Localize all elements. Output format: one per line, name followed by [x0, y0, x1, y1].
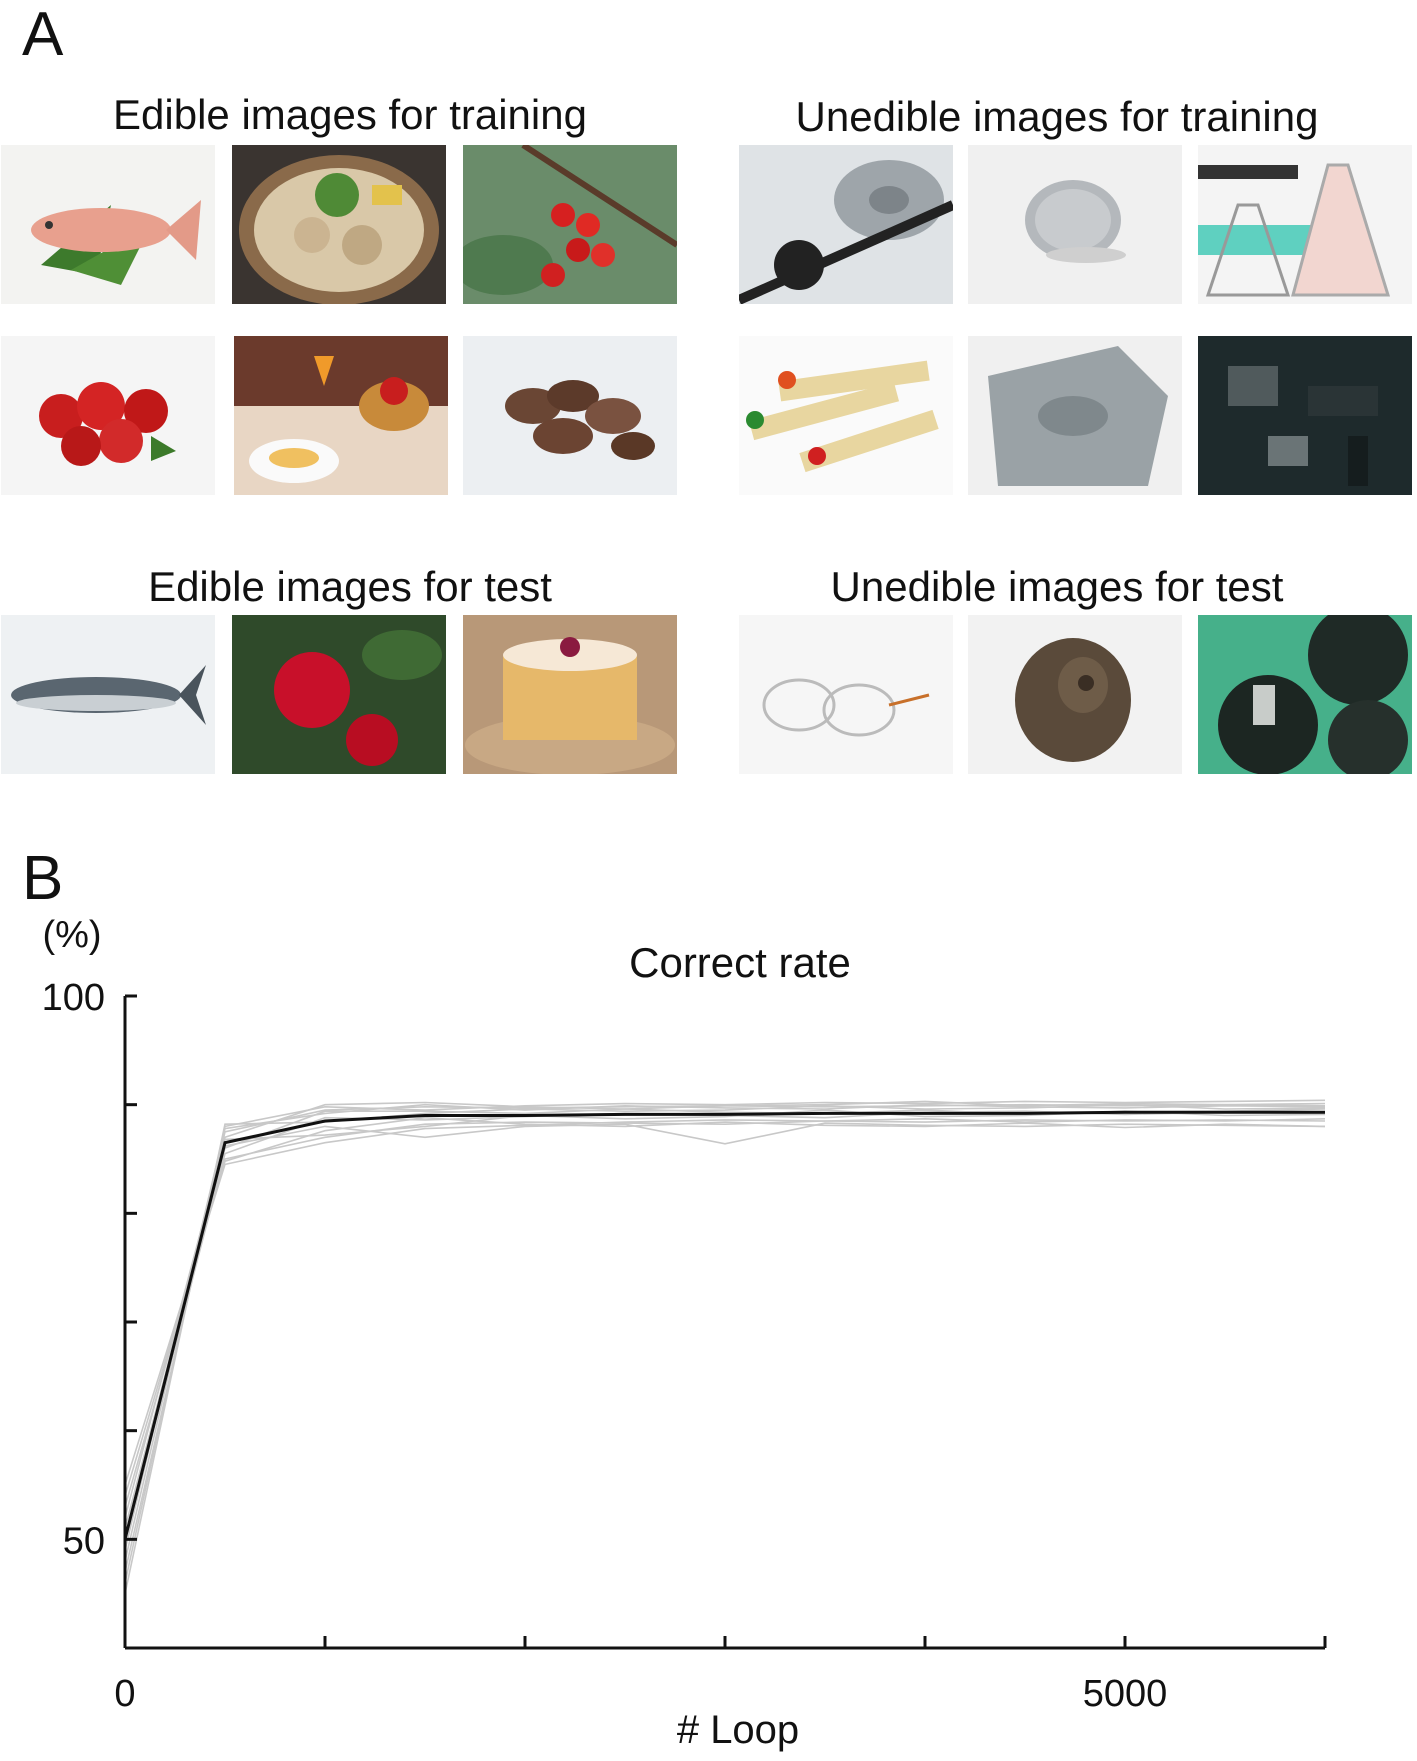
chart-xlabel: # Loop: [677, 1708, 799, 1752]
mean-line: [123, 1110, 1325, 1540]
image-mushrooms: [463, 336, 677, 495]
axes: 50 100 0 5000: [42, 977, 1327, 1715]
mean-line-path: [123, 1110, 1325, 1540]
chart-ylabel: (%): [42, 914, 101, 956]
image-gear-belt: [739, 145, 953, 304]
image-fish: [1, 145, 215, 304]
unedible-training-title: Unedible images for training: [795, 93, 1319, 140]
image-gears: [1198, 615, 1412, 774]
run-line-12: [124, 1108, 1326, 1540]
run-line-8: [124, 1109, 1326, 1518]
image-bonito-fish: [1, 615, 215, 774]
correct-rate-chart: (%) Correct rate 50 100 0 5000 # Loop: [42, 914, 1327, 1752]
run-line-10: [124, 1116, 1326, 1497]
chart-title: Correct rate: [629, 939, 851, 986]
y-tick-label-50: 50: [63, 1520, 105, 1562]
image-flasks: [1198, 145, 1412, 304]
image-coin: [968, 145, 1182, 304]
image-hot-pot: [232, 145, 446, 304]
image-chiffon-cake: [463, 615, 677, 774]
run-line-1: [124, 1102, 1326, 1562]
edible-training-title: Edible images for training: [113, 91, 587, 138]
run-line-5: [124, 1117, 1326, 1486]
image-ammonite: [968, 615, 1182, 774]
unedible-test-title: Unedible images for test: [830, 563, 1284, 610]
image-table-setting: [234, 336, 448, 495]
image-strawberries: [1, 336, 215, 495]
run-line-11: [124, 1103, 1326, 1594]
run-line-7: [124, 1110, 1326, 1540]
panel-a-label: A: [22, 0, 64, 69]
run-line-3: [124, 1099, 1326, 1583]
x-tick-label-5000: 5000: [1083, 1673, 1168, 1715]
image-cherries: [463, 145, 677, 304]
image-crayons: [739, 336, 953, 495]
run-line-2: [124, 1119, 1326, 1507]
x-tick-label-0: 0: [114, 1673, 135, 1715]
run-line-9: [124, 1103, 1326, 1551]
image-apples: [232, 615, 446, 774]
edible-test-title: Edible images for test: [148, 563, 552, 610]
run-line-4: [124, 1122, 1326, 1529]
image-eyeglasses: [739, 615, 953, 774]
image-fossil-stone: [968, 336, 1182, 495]
panel-b-label: B: [22, 844, 64, 913]
y-tick-label-100: 100: [42, 977, 105, 1019]
run-lines: [124, 1099, 1326, 1594]
image-circuit-board: [1198, 336, 1412, 495]
run-line-6: [124, 1100, 1326, 1573]
